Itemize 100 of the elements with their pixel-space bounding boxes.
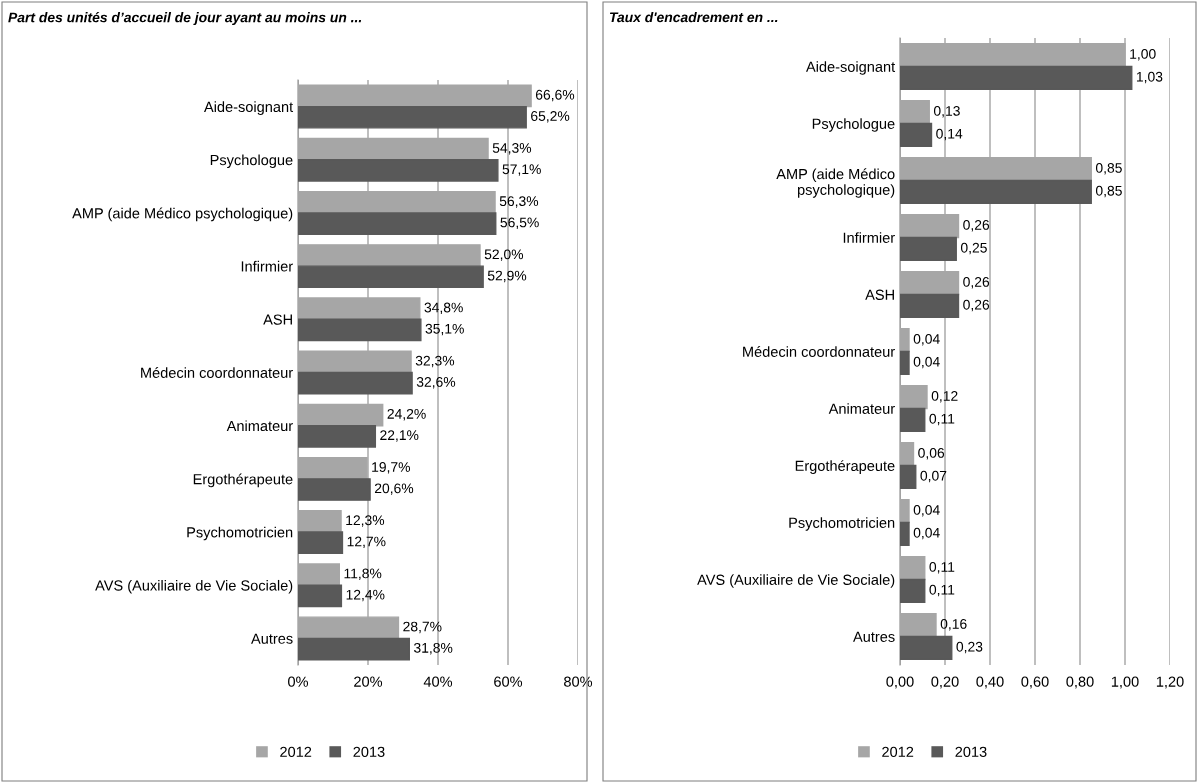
y-tick-label: Ergothérapeute [193, 473, 293, 488]
x-tick-label: 80% [564, 676, 593, 687]
data-label: 35,1% [425, 323, 464, 336]
bar [298, 456, 368, 480]
data-label: 0,04 [913, 333, 940, 346]
data-label: 0,25 [960, 242, 987, 255]
bar [298, 84, 532, 108]
data-label: 0,11 [929, 584, 955, 597]
x-tick-label: 0,80 [1066, 676, 1094, 689]
y-tick-label: Psychomotricien [187, 526, 293, 541]
bar [900, 271, 960, 296]
bar [900, 350, 910, 375]
data-label: 0,85 [1095, 162, 1122, 175]
data-label: 65,2% [531, 111, 570, 123]
data-label: 0,11 [929, 413, 955, 426]
data-label: 0,85 [1095, 185, 1122, 198]
data-label: 52,0% [484, 249, 524, 261]
y-tick-label: Psychologue [812, 118, 895, 132]
data-label: 0,14 [936, 128, 963, 141]
y-tick-label: Aide-soignant [203, 101, 294, 115]
legend-label: 2012 [280, 746, 312, 757]
data-label: 66,6% [535, 89, 575, 102]
data-label: 0,04 [913, 504, 940, 517]
y-tick-label: AVS (Auxiliaire de Vie Sociale) [697, 574, 895, 588]
x-tick-label: 60% [494, 676, 523, 687]
legend-label: 2012 [882, 746, 914, 757]
legend-label: 2013 [955, 746, 987, 757]
data-label: 0,06 [918, 447, 945, 460]
data-label: 0,26 [963, 276, 990, 289]
data-label: 0,04 [913, 356, 940, 369]
data-label: 19,7% [372, 462, 410, 474]
bar [900, 556, 926, 581]
data-label: 22,1% [380, 430, 419, 442]
data-label: 0,26 [963, 299, 990, 312]
y-tick-label: AMP (aide Médico psychologique) [776, 168, 895, 198]
bar [900, 214, 960, 239]
data-label: 34,8% [424, 302, 463, 315]
y-tick-label: Psychologue [210, 154, 293, 169]
bar [900, 100, 930, 125]
y-tick-label: ASH [263, 314, 292, 325]
data-label: 12,3% [346, 515, 385, 527]
bar [900, 43, 1126, 68]
bar [298, 350, 412, 374]
y-tick-label: Infirmier [241, 260, 293, 272]
data-label: 12,7% [347, 536, 386, 549]
bar [298, 637, 410, 661]
text: Part des unités d’accueil de jour ayant au moins un ... [8, 12, 362, 26]
bar [298, 159, 499, 182]
data-label: 32,3% [415, 355, 455, 368]
data-label: 31,8% [414, 642, 453, 655]
bar [298, 244, 481, 267]
bar [900, 157, 1092, 182]
data-label: 20,6% [374, 483, 414, 495]
y-tick-label: Autres [853, 631, 895, 642]
data-label: 0,11 [929, 561, 955, 574]
bar [298, 371, 413, 395]
y-tick-label: AMP (aide Médico psychologique) [72, 207, 293, 222]
y-tick-label: Autres [251, 633, 293, 644]
bar [298, 105, 527, 129]
bar [900, 464, 917, 489]
y-tick-label: Médecin coordonnateur [743, 346, 895, 357]
bar [900, 179, 1092, 204]
bar [298, 265, 484, 289]
data-label: 12,4% [346, 589, 385, 602]
data-label: 0,16 [940, 618, 967, 631]
bar [298, 137, 489, 161]
x-tick-label: 20% [354, 676, 383, 687]
bar [298, 584, 343, 608]
bar [298, 563, 340, 586]
bar [900, 236, 957, 261]
bar [298, 190, 496, 214]
data-label: 0,23 [956, 641, 983, 654]
data-label: 0,26 [963, 219, 990, 232]
data-label: 56,5% [500, 217, 539, 229]
y-tick-label: AVS (Auxiliaire de Vie Sociale) [95, 579, 293, 594]
bar [900, 385, 928, 410]
bar [900, 578, 926, 603]
data-label: 52,9% [487, 270, 527, 283]
bar [298, 424, 377, 448]
bar [298, 212, 497, 235]
data-label: 1,03 [1136, 71, 1163, 84]
y-tick-label: Aide-soignant [805, 61, 896, 75]
bar [298, 297, 421, 321]
bar [298, 531, 344, 555]
y-tick-label: Psychomotricien [789, 517, 895, 531]
bar [900, 65, 1133, 90]
text: Taux d'encadrement en ... [609, 12, 778, 23]
x-tick-label: 0% [288, 676, 309, 687]
data-label: 57,1% [502, 164, 541, 176]
data-label: 56,3% [499, 196, 539, 208]
x-tick-label: 0,20 [931, 676, 959, 689]
bar [900, 635, 953, 660]
y-tick-label: Ergothérapeute [795, 460, 895, 474]
data-label: 28,7% [403, 621, 442, 634]
data-label: 54,3% [492, 143, 532, 155]
legend-label: 2013 [353, 746, 385, 757]
data-label: 0,12 [931, 390, 958, 403]
data-label: 0,07 [920, 470, 947, 483]
data-label: 24,2% [387, 408, 426, 421]
x-tick-label: 0,60 [1021, 676, 1049, 689]
